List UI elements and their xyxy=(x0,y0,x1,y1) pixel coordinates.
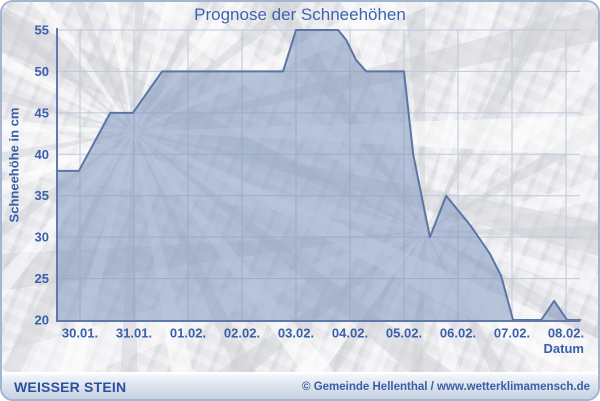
x-tick-label: 01.02. xyxy=(170,326,206,341)
y-tick-label: 45 xyxy=(35,105,49,120)
x-tick-label: 03.02. xyxy=(278,326,314,341)
y-axis-title: Schneehöhe in cm xyxy=(6,107,22,223)
snow-area xyxy=(56,30,581,320)
x-tick-label: 07.02. xyxy=(494,326,530,341)
y-tick-label: 20 xyxy=(35,313,49,328)
y-tick-label: 55 xyxy=(35,23,49,38)
page-title: Prognose der Schneehöhen xyxy=(194,5,406,24)
y-tick-label: 30 xyxy=(35,230,49,245)
x-tick-labels: 30.01. 31.01. 01.02. 02.02. 03.02. 04.02. 05.0… xyxy=(62,326,584,341)
x-tick-label: 31.01. xyxy=(116,326,152,341)
y-tick-label: 35 xyxy=(35,188,49,203)
y-tick-label: 25 xyxy=(35,271,49,286)
snow-depth-area-chart: 20 25 30 35 40 45 50 55 30.01. 31.01. 01.02. 02.02.… xyxy=(35,23,585,341)
station-name: WEISSER STEIN xyxy=(14,379,127,395)
y-tick-label: 40 xyxy=(35,147,49,162)
x-tick-label: 30.01. xyxy=(62,326,98,341)
y-tick-labels: 20 25 30 35 40 45 50 55 xyxy=(35,23,49,328)
credit-link[interactable]: © Gemeinde Hellenthal / www.wetterklimam… xyxy=(302,381,590,393)
x-tick-label: 05.02. xyxy=(386,326,422,341)
x-tick-label: 02.02. xyxy=(224,326,260,341)
x-tick-label: 08.02. xyxy=(548,326,584,341)
footer-bar: WEISSER STEIN © Gemeinde Hellenthal / ww… xyxy=(2,374,598,399)
snow-forecast-chart-panel: Prognose der Schneehöhen 20 25 30 35 40 45 50 5… xyxy=(2,2,598,372)
x-tick-label: 06.02. xyxy=(440,326,476,341)
x-axis-title: Datum xyxy=(543,341,584,356)
y-tick-label: 50 xyxy=(35,64,49,79)
x-tick-label: 04.02. xyxy=(332,326,368,341)
